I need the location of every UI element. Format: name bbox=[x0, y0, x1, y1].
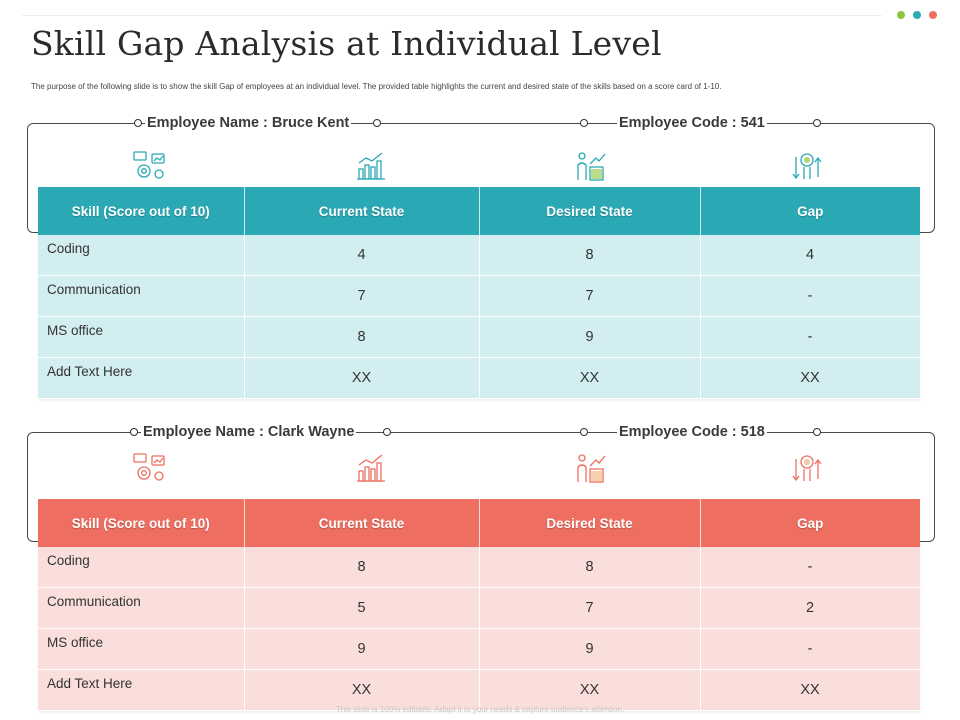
employee-1-code: Employee Code : 541 bbox=[617, 115, 767, 131]
desired-state-cell: 9 bbox=[479, 316, 701, 358]
skill-cell: Coding bbox=[38, 235, 245, 276]
skill-cell: Add Text Here bbox=[38, 669, 245, 711]
current-state-cell: XX bbox=[244, 357, 480, 399]
table-row: MS office 9 9 - bbox=[38, 628, 921, 670]
connector-node bbox=[373, 119, 381, 127]
bar-chart-icon bbox=[357, 152, 385, 180]
table-header-row: Skill (Score out of 10) Current State De… bbox=[38, 499, 920, 547]
gear-chart-icon bbox=[133, 453, 165, 481]
employee-2-code: Employee Code : 518 bbox=[617, 424, 767, 440]
footer-note: This slide is 100% editable. Adapt it to… bbox=[335, 705, 625, 714]
connector-node bbox=[813, 428, 821, 436]
column-header-desired-state: Desired State bbox=[479, 499, 701, 547]
gear-chart-icon bbox=[133, 151, 165, 179]
employee-1-icons bbox=[38, 149, 920, 183]
employee-2-name: Employee Name : Clark Wayne bbox=[141, 424, 357, 440]
current-state-cell: 8 bbox=[244, 547, 480, 588]
employee-2-skill-table: Skill (Score out of 10) Current State De… bbox=[38, 499, 921, 711]
current-state-cell: XX bbox=[244, 669, 480, 711]
table-row: Coding 4 8 4 bbox=[38, 235, 921, 276]
desired-state-cell: 9 bbox=[479, 628, 701, 670]
idea-bulb-icon bbox=[792, 455, 822, 482]
table-row: Add Text Here XX XX XX bbox=[38, 669, 921, 711]
column-header-skill: Skill (Score out of 10) bbox=[38, 187, 245, 235]
current-state-cell: 8 bbox=[244, 316, 480, 358]
growth-person-icon bbox=[577, 152, 606, 181]
idea-bulb-icon bbox=[792, 153, 822, 180]
table-row: Communication 7 7 - bbox=[38, 275, 921, 317]
page-subtitle: The purpose of the following slide is to… bbox=[31, 82, 722, 91]
gap-cell: - bbox=[700, 316, 921, 358]
green-dot bbox=[897, 11, 905, 19]
table-row: MS office 8 9 - bbox=[38, 316, 921, 358]
gap-cell: XX bbox=[700, 357, 921, 399]
gap-cell: XX bbox=[700, 669, 921, 711]
gap-cell: - bbox=[700, 547, 921, 588]
growth-person-icon bbox=[577, 454, 606, 483]
current-state-cell: 4 bbox=[244, 235, 480, 276]
page-title: Skill Gap Analysis at Individual Level bbox=[31, 24, 662, 63]
teal-dot bbox=[913, 11, 921, 19]
connector-node bbox=[134, 119, 142, 127]
connector-node bbox=[383, 428, 391, 436]
current-state-cell: 9 bbox=[244, 628, 480, 670]
desired-state-cell: XX bbox=[479, 357, 701, 399]
skill-cell: MS office bbox=[38, 628, 245, 670]
table-row: Communication 5 7 2 bbox=[38, 587, 921, 629]
connector-node bbox=[580, 119, 588, 127]
gap-cell: - bbox=[700, 628, 921, 670]
skill-cell: Coding bbox=[38, 547, 245, 588]
gap-cell: 2 bbox=[700, 587, 921, 629]
current-state-cell: 7 bbox=[244, 275, 480, 317]
skill-cell: Communication bbox=[38, 587, 245, 629]
window-dots bbox=[897, 11, 937, 19]
table-row: Coding 8 8 - bbox=[38, 547, 921, 588]
skill-cell: Add Text Here bbox=[38, 357, 245, 399]
coral-dot bbox=[929, 11, 937, 19]
table-header-row: Skill (Score out of 10) Current State De… bbox=[38, 187, 920, 235]
desired-state-cell: XX bbox=[479, 669, 701, 711]
current-state-cell: 5 bbox=[244, 587, 480, 629]
employee-1-skill-table: Skill (Score out of 10) Current State De… bbox=[38, 187, 921, 399]
table-row: Add Text Here XX XX XX bbox=[38, 357, 921, 399]
gap-cell: 4 bbox=[700, 235, 921, 276]
skill-cell: Communication bbox=[38, 275, 245, 317]
connector-node bbox=[130, 428, 138, 436]
column-header-gap: Gap bbox=[797, 515, 824, 531]
employee-1-name: Employee Name : Bruce Kent bbox=[145, 115, 352, 131]
top-rule bbox=[22, 15, 882, 16]
desired-state-cell: 8 bbox=[479, 547, 701, 588]
column-header-current-state: Current State bbox=[244, 187, 480, 235]
desired-state-cell: 7 bbox=[479, 587, 701, 629]
bar-chart-icon bbox=[357, 454, 385, 482]
desired-state-cell: 7 bbox=[479, 275, 701, 317]
column-header-gap: Gap bbox=[797, 203, 824, 219]
column-header-desired-state: Desired State bbox=[479, 187, 701, 235]
connector-node bbox=[813, 119, 821, 127]
column-header-current-state: Current State bbox=[244, 499, 480, 547]
employee-2-icons bbox=[38, 451, 920, 485]
connector-node bbox=[580, 428, 588, 436]
desired-state-cell: 8 bbox=[479, 235, 701, 276]
skill-cell: MS office bbox=[38, 316, 245, 358]
column-header-skill: Skill (Score out of 10) bbox=[38, 499, 245, 547]
gap-cell: - bbox=[700, 275, 921, 317]
